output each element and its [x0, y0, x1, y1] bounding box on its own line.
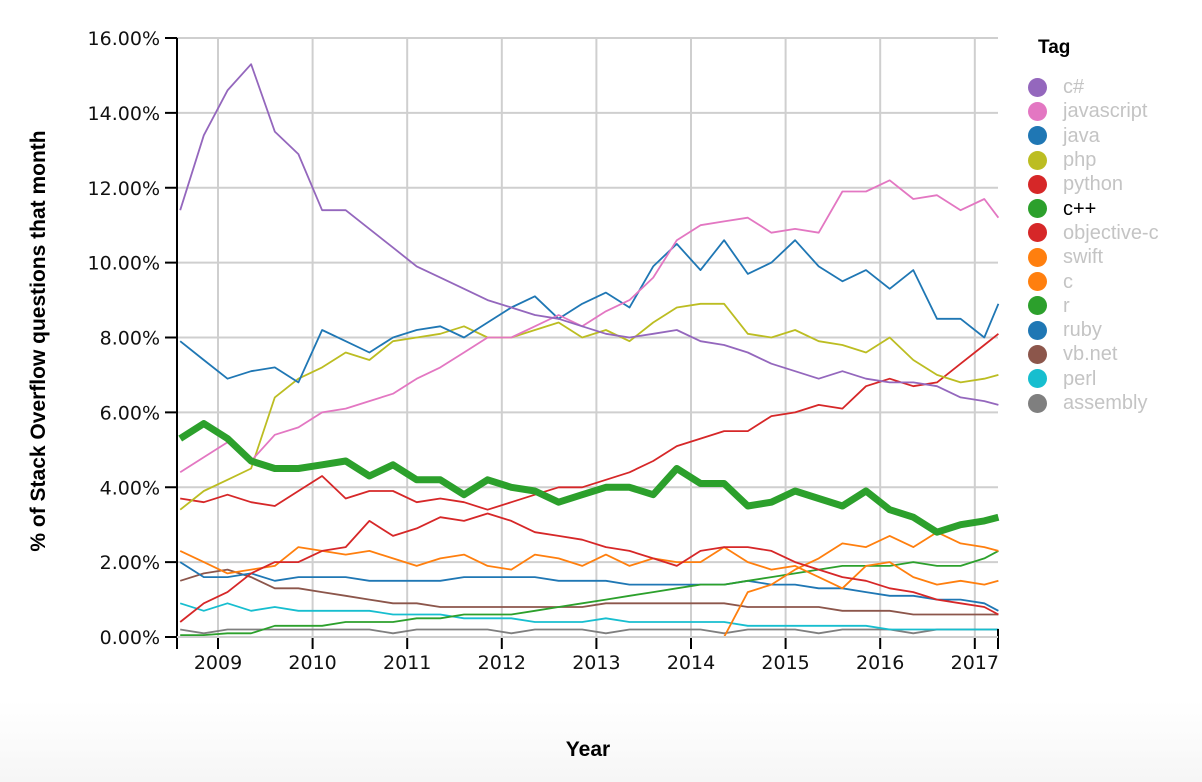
legend-swatch-icon	[1028, 174, 1047, 194]
x-tick-label: 2013	[572, 652, 620, 674]
series-line-c-[interactable]	[179, 63, 999, 406]
legend-item-php[interactable]: php	[1028, 148, 1159, 172]
series-line-ruby[interactable]	[179, 561, 999, 612]
legend-swatch-icon	[1028, 393, 1047, 413]
series-line-c-[interactable]	[178, 420, 1000, 536]
legend-item-objective-c[interactable]: objective-c	[1028, 221, 1159, 245]
legend-item-c[interactable]: c	[1028, 269, 1159, 293]
legend-swatch-icon	[1028, 101, 1047, 121]
axes: 0.00% 2.00% 4.00% 6.00% 8.00% 10.00% 12.00% 14.…	[88, 28, 999, 674]
series-line-javascript[interactable]	[179, 179, 1000, 474]
legend-item-r[interactable]: r	[1028, 294, 1159, 318]
x-tick-label: 2010	[288, 652, 336, 674]
legend-label: c	[1063, 270, 1073, 293]
legend-label: javascript	[1063, 100, 1148, 123]
legend-item-javascript[interactable]: javascript	[1028, 99, 1159, 123]
legend-label: java	[1063, 124, 1100, 147]
y-tick-label: 0.00%	[100, 627, 160, 649]
legend-swatch-icon	[1028, 272, 1047, 292]
series-line-perl[interactable]	[179, 602, 999, 631]
y-tick-label: 2.00%	[100, 552, 160, 574]
series-line-python[interactable]	[180, 333, 999, 511]
x-tick-label: 2011	[383, 652, 431, 674]
y-tick-label: 8.00%	[100, 328, 160, 350]
x-tick-label: 2014	[667, 652, 715, 674]
legend-label: swift	[1063, 246, 1103, 269]
x-tick-label: 2017	[951, 652, 999, 674]
legend-swatch-icon	[1028, 126, 1047, 146]
series-line-vb-net[interactable]	[179, 568, 999, 616]
y-tick-label: 4.00%	[100, 477, 160, 499]
legend-item-swift[interactable]: swift	[1028, 245, 1159, 269]
legend-item-java[interactable]: java	[1028, 124, 1159, 148]
legend-swatch-icon	[1028, 344, 1047, 364]
legend-label: perl	[1063, 367, 1097, 390]
legend-swatch-icon	[1028, 150, 1047, 170]
series-line-assembly[interactable]	[180, 628, 999, 635]
x-tick-label: 2012	[478, 652, 526, 674]
y-tick-label: 10.00%	[88, 253, 160, 275]
legend-swatch-icon	[1028, 369, 1047, 389]
y-tick-label: 14.00%	[88, 103, 160, 125]
legend-label: python	[1063, 173, 1124, 196]
legend-swatch-icon	[1028, 223, 1047, 243]
series-line-c[interactable]	[179, 546, 999, 590]
legend-swatch-icon	[1028, 296, 1047, 316]
x-tick-label: 2015	[761, 652, 809, 674]
legend-label: objective-c	[1063, 221, 1159, 244]
legend-title: Tag	[1038, 37, 1071, 58]
legend-swatch-icon	[1028, 247, 1047, 267]
legend-label: assembly	[1063, 392, 1148, 414]
legend-items: c# javascript java php python c++ objective-c s…	[1028, 75, 1159, 415]
legend-item-python[interactable]: python	[1028, 172, 1159, 196]
legend-swatch-icon	[1028, 320, 1047, 340]
y-tick-label: 12.00%	[88, 178, 160, 200]
series-line-objective-c[interactable]	[179, 512, 999, 623]
legend-swatch-icon	[1028, 199, 1047, 219]
legend-item-perl[interactable]: perl	[1028, 367, 1159, 391]
legend-item-c-[interactable]: c++	[1028, 196, 1159, 220]
legend-label: php	[1063, 149, 1097, 172]
legend-label: ruby	[1063, 319, 1102, 342]
legend-item-assembly[interactable]: assembly	[1028, 391, 1159, 415]
series-line-java[interactable]	[179, 239, 1000, 384]
series-line-php[interactable]	[179, 302, 999, 511]
x-tick-label: 2016	[856, 652, 904, 674]
legend: Tag c# javascript java php python c++ objectiv…	[1028, 36, 1159, 415]
legend-label: c++	[1063, 197, 1097, 220]
legend-item-ruby[interactable]: ruby	[1028, 318, 1159, 342]
legend-label: vb.net	[1063, 343, 1118, 366]
legend-item-c-[interactable]: c#	[1028, 75, 1159, 99]
legend-label: r	[1063, 294, 1070, 317]
x-tick-label: 2009	[194, 652, 242, 674]
y-axis-title: % of Stack Overflow questions that month	[27, 130, 50, 551]
x-axis-title: Year	[566, 738, 610, 761]
series-lines	[178, 63, 1000, 638]
legend-item-vb-net[interactable]: vb.net	[1028, 342, 1159, 366]
legend-swatch-icon	[1028, 77, 1047, 97]
legend-label: c#	[1063, 76, 1085, 99]
y-tick-label: 16.00%	[88, 28, 160, 50]
y-tick-label: 6.00%	[100, 402, 160, 424]
